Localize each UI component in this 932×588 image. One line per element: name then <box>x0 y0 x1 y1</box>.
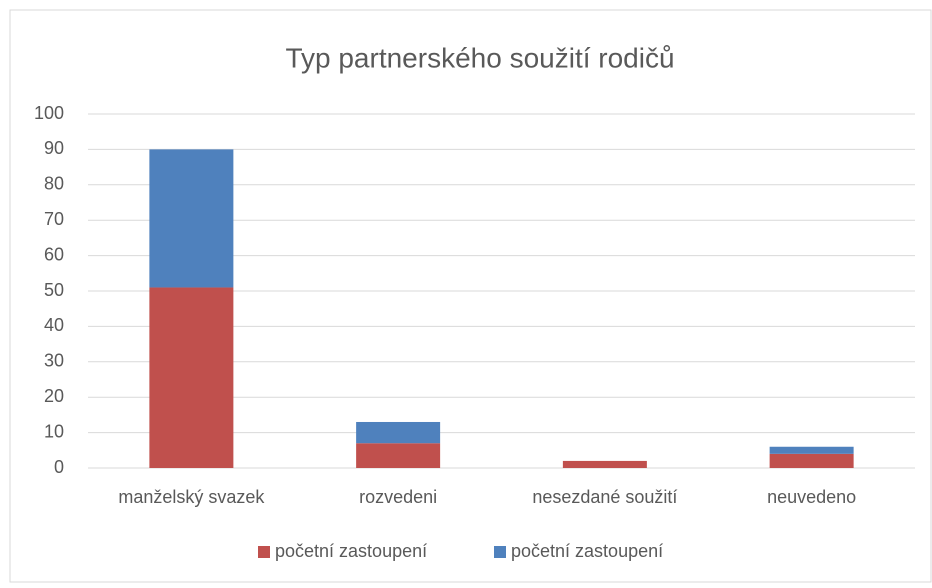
bar <box>562 460 647 468</box>
y-tick-label: 50 <box>44 280 64 300</box>
x-tick-label: neuvedeno <box>767 487 856 507</box>
y-tick-label: 60 <box>44 244 64 264</box>
y-tick-label: 70 <box>44 209 64 229</box>
bar <box>149 287 234 468</box>
x-tick-label: manželský svazek <box>118 487 265 507</box>
y-tick-label: 10 <box>44 421 64 441</box>
legend-swatch <box>258 546 270 558</box>
y-tick-label: 0 <box>54 457 64 477</box>
chart-title: Typ partnerského soužití rodičů <box>285 42 674 73</box>
y-tick-label: 40 <box>44 315 64 335</box>
y-tick-label: 100 <box>34 103 64 123</box>
bar <box>769 446 854 454</box>
bar <box>149 149 234 288</box>
legend-label: početní zastoupení <box>275 541 427 561</box>
y-tick-label: 80 <box>44 174 64 194</box>
bar <box>356 421 441 444</box>
legend-label: početní zastoupení <box>511 541 663 561</box>
y-tick-label: 30 <box>44 351 64 371</box>
y-tick-label: 20 <box>44 386 64 406</box>
y-tick-label: 90 <box>44 138 64 158</box>
legend-swatch <box>494 546 506 558</box>
bar <box>769 453 854 468</box>
x-tick-label: rozvedeni <box>359 487 437 507</box>
x-tick-label: nesezdané soužití <box>532 487 677 507</box>
bar <box>356 443 441 468</box>
